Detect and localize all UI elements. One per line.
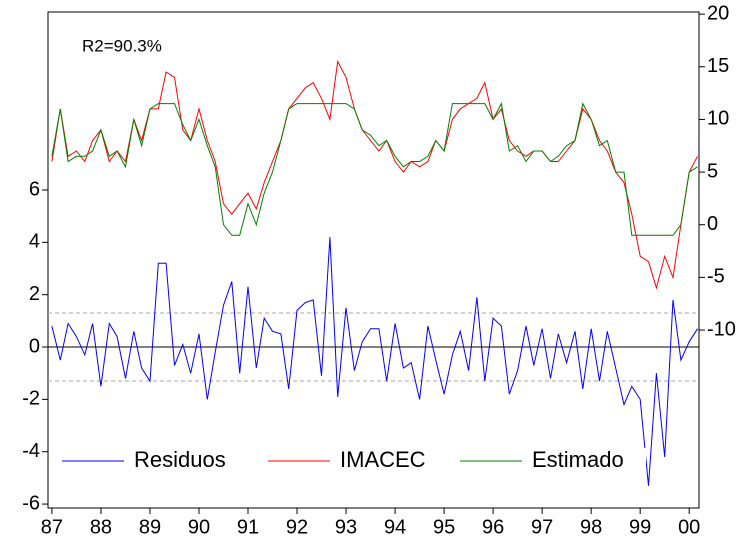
legend-label: IMACEC	[340, 447, 426, 472]
y-tick-label: 0	[29, 335, 40, 357]
x-tick-label: 93	[335, 516, 357, 538]
series-line	[51, 59, 698, 290]
legend-label: Estimado	[532, 447, 624, 472]
series-line	[51, 102, 698, 236]
plot-frame	[47, 11, 700, 509]
x-tick-label: 88	[90, 516, 112, 538]
y-tick-label: 6	[29, 178, 40, 200]
x-tick-label: 90	[188, 516, 210, 538]
y2-tick-label: 10	[707, 108, 729, 130]
y2-tick-label: 15	[707, 55, 729, 77]
y-tick-label: -4	[22, 440, 40, 462]
y-tick-label: -6	[22, 492, 40, 514]
x-tick-label: 98	[580, 516, 602, 538]
y2-tick-label: -10	[707, 318, 736, 340]
y2-tick-label: 5	[707, 160, 718, 182]
x-tick-label: 95	[433, 516, 455, 538]
y2-tick-label: 0	[707, 213, 718, 235]
x-tick-label: 99	[629, 516, 651, 538]
x-tick-label: 97	[531, 516, 553, 538]
y2-tick-label: 20	[707, 2, 729, 24]
x-tick-label: 00	[678, 516, 700, 538]
series-line	[51, 237, 698, 486]
x-tick-label: 94	[384, 516, 406, 538]
x-tick-label: 96	[482, 516, 504, 538]
annotation: R2=90.3%	[82, 36, 162, 55]
x-tick-label: 92	[286, 516, 308, 538]
x-tick-label: 89	[139, 516, 161, 538]
y-tick-label: -2	[22, 388, 40, 410]
x-tick-label: 87	[41, 516, 63, 538]
y2-tick-label: -5	[707, 266, 725, 288]
x-tick-label: 91	[237, 516, 259, 538]
y-tick-label: 2	[29, 283, 40, 305]
legend-label: Residuos	[134, 447, 226, 472]
y-tick-label: 4	[29, 231, 40, 253]
